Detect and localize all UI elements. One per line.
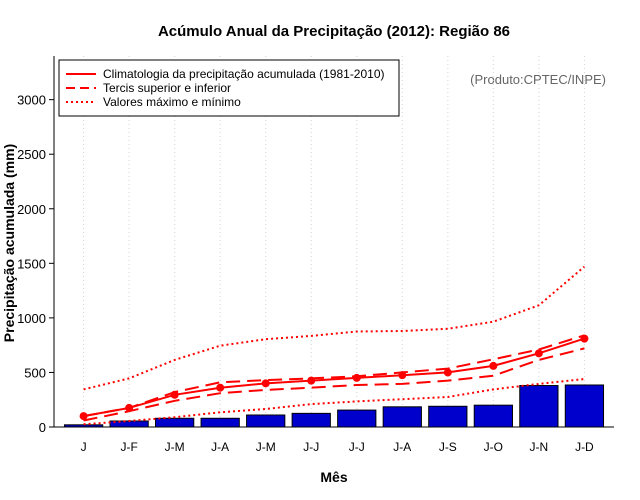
y-axis-label: Precipitação acumulada (mm) bbox=[1, 144, 17, 342]
series-line-dashed-2 bbox=[83, 334, 585, 418]
bar-3 bbox=[155, 417, 195, 428]
series-line-dashed-3 bbox=[83, 347, 585, 422]
bar-12 bbox=[564, 384, 605, 428]
product-credit: (Produto:CPTEC/INPE) bbox=[470, 72, 606, 87]
series-line-solid-marker-1 bbox=[83, 337, 585, 418]
bar-6 bbox=[291, 412, 331, 428]
x-tick-label: J-A bbox=[211, 440, 229, 454]
legend: Climatologia da precipitação acumulada (… bbox=[58, 59, 400, 117]
climatology-point-4 bbox=[216, 383, 225, 392]
x-tick-label: J-J bbox=[303, 440, 319, 454]
chart-title: Acúmulo Anual da Precipitação (2012): Re… bbox=[158, 23, 510, 40]
x-tick-label: J-A bbox=[393, 440, 411, 454]
x-axis-label: Mês bbox=[320, 469, 347, 485]
x-tick-label: J-M bbox=[165, 440, 185, 454]
climatology-point-10 bbox=[489, 361, 498, 370]
y-tick-label: 2500 bbox=[17, 147, 46, 162]
y-tick-label: 500 bbox=[24, 365, 46, 380]
legend-box bbox=[58, 59, 400, 117]
x-tick-label: J-J bbox=[349, 440, 365, 454]
x-tick-label: J-O bbox=[484, 440, 503, 454]
x-tick-label: J-N bbox=[530, 440, 549, 454]
climatology-point-11 bbox=[534, 349, 543, 358]
bar-7 bbox=[337, 409, 377, 428]
bar-4 bbox=[200, 417, 240, 428]
legend-label-extremes: Valores máximo e mínimo bbox=[103, 95, 241, 109]
x-tick-label: J-D bbox=[575, 440, 594, 454]
climatology-point-9 bbox=[443, 368, 452, 377]
climatology-point-1 bbox=[79, 412, 88, 421]
legend-label-climatology: Climatologia da precipitação acumulada (… bbox=[103, 67, 385, 81]
climatology-point-5 bbox=[261, 379, 270, 388]
bar-5 bbox=[246, 414, 286, 428]
bar-9 bbox=[428, 405, 468, 428]
y-tick-label: 3000 bbox=[17, 93, 46, 108]
x-tick-label: J-F bbox=[120, 440, 137, 454]
bar-8 bbox=[382, 406, 422, 428]
series-line-dotted-5 bbox=[83, 378, 585, 426]
series-line-dotted-4 bbox=[83, 265, 586, 391]
legend-label-tercis: Tercis superior e inferior bbox=[103, 81, 231, 95]
x-tick-label: J bbox=[81, 440, 87, 454]
x-tick-label: J-M bbox=[256, 440, 276, 454]
bar-10 bbox=[473, 404, 513, 428]
y-tick-label: 2000 bbox=[17, 202, 46, 217]
y-tick-label: 1500 bbox=[17, 256, 46, 271]
bar-11 bbox=[519, 385, 559, 428]
y-tick-label: 1000 bbox=[17, 311, 46, 326]
x-tick-label: J-S bbox=[439, 440, 457, 454]
y-tick-label: 0 bbox=[39, 420, 46, 435]
